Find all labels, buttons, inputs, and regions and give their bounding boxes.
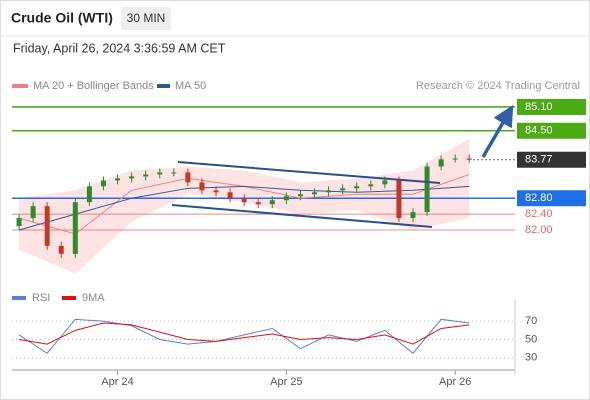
legend-label: RSI	[32, 292, 50, 304]
level-box	[517, 151, 586, 168]
candle-body	[340, 188, 346, 191]
candle-body	[213, 190, 219, 193]
level-label: 82.40	[525, 208, 553, 220]
candle-body	[58, 245, 64, 254]
level-box	[517, 98, 586, 115]
level-label: 82.80	[525, 192, 553, 204]
candle-body	[396, 180, 402, 219]
candle-body	[269, 200, 275, 205]
legend-label: 9MA	[82, 292, 105, 304]
candle-body	[115, 178, 121, 181]
candle-body	[44, 206, 50, 246]
indicator-line	[18, 185, 470, 231]
candle-body	[438, 159, 444, 167]
candle-body	[143, 174, 149, 177]
candle-body	[227, 192, 233, 199]
y-tick-label: 70	[525, 315, 537, 327]
y-tick-label: 30	[525, 352, 537, 364]
indicator-line	[18, 322, 470, 345]
x-tick-label: Apr 25	[270, 376, 302, 388]
timestamp: Friday, April 26, 2024 3:36:59 AM CET	[13, 41, 226, 55]
x-tick-label: Apr 24	[101, 376, 133, 388]
channel-lower	[171, 204, 433, 228]
candle-body	[185, 172, 191, 183]
level-label: 85.10	[525, 101, 553, 113]
level-label: 83.77	[525, 154, 553, 166]
candle-body	[86, 186, 92, 203]
legend-label: MA 50	[175, 80, 206, 92]
candle-body	[326, 190, 332, 193]
candle-body	[72, 202, 78, 254]
x-tick-label: Apr 26	[439, 376, 471, 388]
candle-body	[199, 182, 205, 191]
candle-body	[16, 218, 22, 227]
candle-body	[354, 186, 360, 189]
candle-body	[241, 198, 247, 203]
level-label: 82.00	[525, 224, 553, 236]
title: Crude Oil (WTI)	[11, 10, 113, 26]
candle-body	[424, 166, 430, 213]
candle-body	[171, 172, 177, 174]
level-box	[517, 190, 586, 207]
candle-body	[312, 192, 318, 195]
candle-body	[255, 202, 261, 205]
candle-body	[129, 176, 135, 179]
forecast-arrow	[481, 104, 514, 158]
channel-upper	[177, 161, 441, 184]
source: Research © 2024 Trading Central	[416, 80, 580, 92]
candle-body	[283, 196, 289, 201]
candle-body	[30, 206, 36, 219]
y-tick-label: 50	[525, 333, 537, 345]
candle-body	[100, 180, 106, 187]
legend-label: MA 20 + Bollinger Bands	[33, 80, 154, 92]
candle-body	[297, 194, 303, 197]
candle-body	[382, 180, 388, 185]
candle-body	[157, 172, 163, 175]
candle-body	[410, 212, 416, 219]
interval-box[interactable]	[121, 7, 171, 30]
interval[interactable]: 30 MIN	[127, 11, 166, 25]
candle-body	[452, 158, 458, 160]
level-box	[517, 122, 586, 139]
level-label: 84.50	[525, 125, 553, 137]
candle-body	[368, 184, 374, 187]
candle-body	[466, 158, 472, 160]
